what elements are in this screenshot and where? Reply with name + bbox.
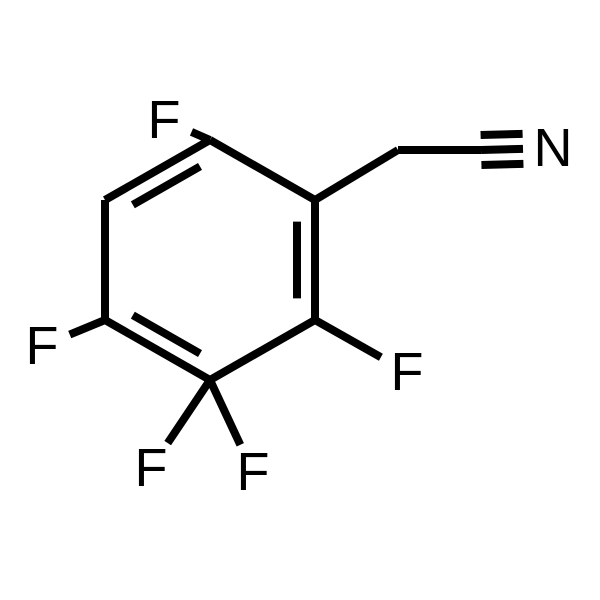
atom-label-n: N xyxy=(534,118,573,178)
molecule-diagram: F F F F F N xyxy=(0,0,600,600)
atom-label-f: F xyxy=(148,90,181,150)
atom-label-f: F xyxy=(237,442,270,502)
atom-label-f: F xyxy=(135,438,168,498)
atom-label-f: F xyxy=(391,342,424,402)
atom-label-f: F xyxy=(26,316,59,376)
